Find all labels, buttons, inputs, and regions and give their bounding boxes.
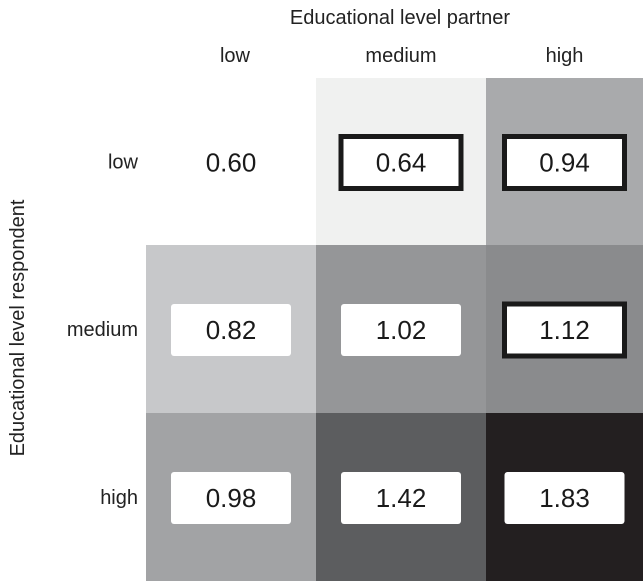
heatmap-cell-high-high: 1.83	[486, 413, 643, 581]
cell-value-label: 1.42	[376, 483, 427, 513]
heatmap-cell-low-medium: 0.64	[316, 78, 486, 245]
heatmap-cell-low-high: 0.94	[486, 78, 643, 245]
heatmap-cell-medium-high: 1.12	[486, 245, 643, 413]
cell-value-label: 1.02	[376, 315, 427, 345]
cell-value-label: 0.60	[206, 148, 257, 178]
value-box-highlighted	[338, 134, 464, 191]
x-tick-label-high: high	[546, 45, 584, 67]
x-tick-labels: low medium high	[220, 45, 583, 67]
cell-value-label: 0.94	[539, 148, 590, 178]
x-axis-title: Educational level partner	[290, 7, 510, 29]
y-tick-label-high: high	[100, 487, 138, 509]
cell-value-label: 0.82	[206, 315, 257, 345]
cell-value-label: 1.12	[539, 315, 590, 345]
cell-fill	[146, 78, 316, 245]
cell-value-label: 1.83	[539, 483, 590, 513]
value-box-highlighted	[502, 301, 627, 359]
value-box	[341, 304, 461, 356]
x-tick-label-medium: medium	[365, 45, 436, 67]
value-box	[504, 472, 625, 524]
value-box-highlighted	[502, 134, 627, 191]
y-tick-label-medium: medium	[67, 319, 138, 341]
heatmap-cell-high-low: 0.98	[146, 413, 316, 581]
y-tick-label-low: low	[108, 152, 139, 174]
heatmap-cell-medium-low: 0.82	[146, 245, 316, 413]
heatmap-cell-medium-medium: 1.02	[316, 245, 486, 413]
heatmap-cell-low-low: 0.60	[146, 78, 316, 245]
y-axis-title: Educational level respondent	[7, 199, 29, 456]
value-box	[171, 472, 291, 524]
heatmap-cells: 0.60 0.64 0.94 0.82 1.02 1.12 0.98 1.42 1.83	[146, 78, 643, 581]
cell-value-label: 0.64	[376, 148, 427, 178]
value-box	[171, 304, 291, 356]
cell-value-label: 0.98	[206, 483, 257, 513]
heatmap-cell-high-medium: 1.42	[316, 413, 486, 581]
x-tick-label-low: low	[220, 45, 251, 67]
y-tick-labels: low medium high	[67, 152, 139, 510]
value-box	[341, 472, 461, 524]
